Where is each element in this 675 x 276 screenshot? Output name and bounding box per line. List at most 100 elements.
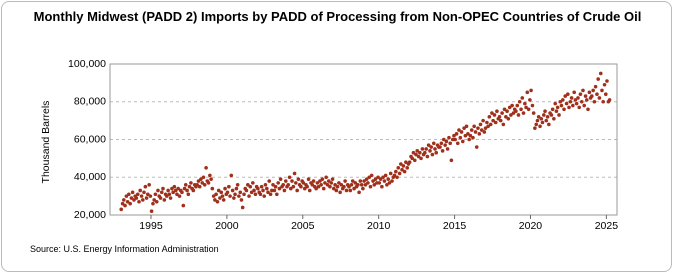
- data-point: [362, 179, 366, 183]
- data-point: [549, 113, 554, 117]
- data-point: [214, 192, 218, 197]
- data-point: [319, 183, 323, 187]
- data-point: [414, 152, 418, 157]
- data-point: [153, 192, 158, 197]
- data-point: [430, 152, 435, 157]
- data-point: [419, 156, 423, 161]
- data-point: [232, 196, 236, 200]
- data-point: [130, 190, 135, 195]
- data-point: [544, 118, 549, 123]
- data-point: [265, 186, 269, 191]
- data-point: [514, 109, 518, 113]
- data-point: [290, 179, 294, 183]
- data-point: [428, 149, 432, 153]
- data-point: [186, 192, 191, 197]
- data-point: [359, 183, 364, 187]
- data-point: [376, 175, 380, 180]
- data-point: [352, 186, 356, 191]
- data-point: [197, 184, 202, 189]
- data-point: [296, 177, 301, 181]
- x-tick-label: 2010: [367, 220, 391, 232]
- y-tick-label: 100,000: [68, 58, 106, 70]
- chart-title: Monthly Midwest (PADD 2) Imports by PADD…: [33, 9, 642, 24]
- data-point: [315, 181, 320, 185]
- data-point: [448, 141, 452, 146]
- data-point: [521, 111, 526, 115]
- data-point: [120, 201, 125, 206]
- data-point: [529, 88, 533, 93]
- data-point: [563, 94, 568, 98]
- data-point: [523, 101, 527, 106]
- data-point: [138, 188, 143, 193]
- data-point: [306, 177, 311, 181]
- data-point: [478, 122, 483, 127]
- data-point: [469, 128, 474, 132]
- data-point: [473, 130, 478, 134]
- data-point: [159, 190, 164, 195]
- data-point: [602, 82, 607, 87]
- data-point: [350, 179, 355, 183]
- data-point: [587, 90, 592, 95]
- data-point: [383, 173, 388, 178]
- data-point: [497, 115, 502, 119]
- data-point: [173, 188, 178, 193]
- data-point: [463, 133, 468, 138]
- data-point: [235, 183, 240, 187]
- data-point: [562, 107, 566, 112]
- data-point: [185, 188, 189, 193]
- data-point: [506, 116, 511, 121]
- data-point: [567, 105, 571, 110]
- data-point: [293, 181, 298, 185]
- data-point: [423, 150, 427, 155]
- data-point: [550, 107, 555, 112]
- data-point: [405, 166, 410, 170]
- data-point: [400, 167, 404, 172]
- data-point: [464, 124, 469, 129]
- data-point: [425, 154, 430, 159]
- data-point: [246, 183, 250, 187]
- data-point: [453, 137, 457, 142]
- data-point: [477, 132, 482, 136]
- data-point: [525, 90, 530, 95]
- data-point: [490, 111, 494, 115]
- data-point: [485, 120, 489, 125]
- data-point: [292, 171, 297, 176]
- data-point: [200, 181, 205, 185]
- data-point: [386, 177, 391, 181]
- data-point: [348, 188, 353, 193]
- x-tick-label: 1995: [139, 220, 163, 232]
- data-point: [566, 92, 570, 96]
- data-point: [227, 184, 231, 189]
- data-point: [572, 90, 576, 95]
- x-tick-label: 2015: [443, 220, 467, 232]
- data-point: [158, 196, 163, 200]
- source-note: Source: U.S. Energy Information Administ…: [30, 244, 219, 254]
- data-point: [530, 103, 535, 108]
- data-point: [394, 169, 398, 174]
- data-point: [526, 107, 531, 112]
- data-point: [344, 188, 349, 193]
- data-point: [364, 177, 369, 181]
- data-point: [607, 98, 612, 102]
- data-point: [320, 177, 325, 181]
- data-point: [396, 166, 401, 170]
- data-point: [135, 192, 140, 197]
- data-point: [275, 192, 279, 197]
- data-point: [498, 118, 503, 123]
- data-point: [447, 135, 451, 140]
- data-point: [182, 186, 187, 191]
- data-point: [286, 183, 291, 187]
- y-tick-label: 40,000: [74, 171, 106, 183]
- data-point: [189, 181, 193, 185]
- data-point: [316, 184, 321, 189]
- data-point: [407, 160, 412, 164]
- data-point: [367, 175, 372, 180]
- data-point: [204, 166, 208, 170]
- data-point: [368, 184, 373, 189]
- data-point: [225, 190, 230, 195]
- data-point: [321, 186, 326, 191]
- data-point: [454, 132, 459, 136]
- data-point: [175, 192, 179, 197]
- data-point: [215, 199, 220, 204]
- data-point: [237, 194, 241, 198]
